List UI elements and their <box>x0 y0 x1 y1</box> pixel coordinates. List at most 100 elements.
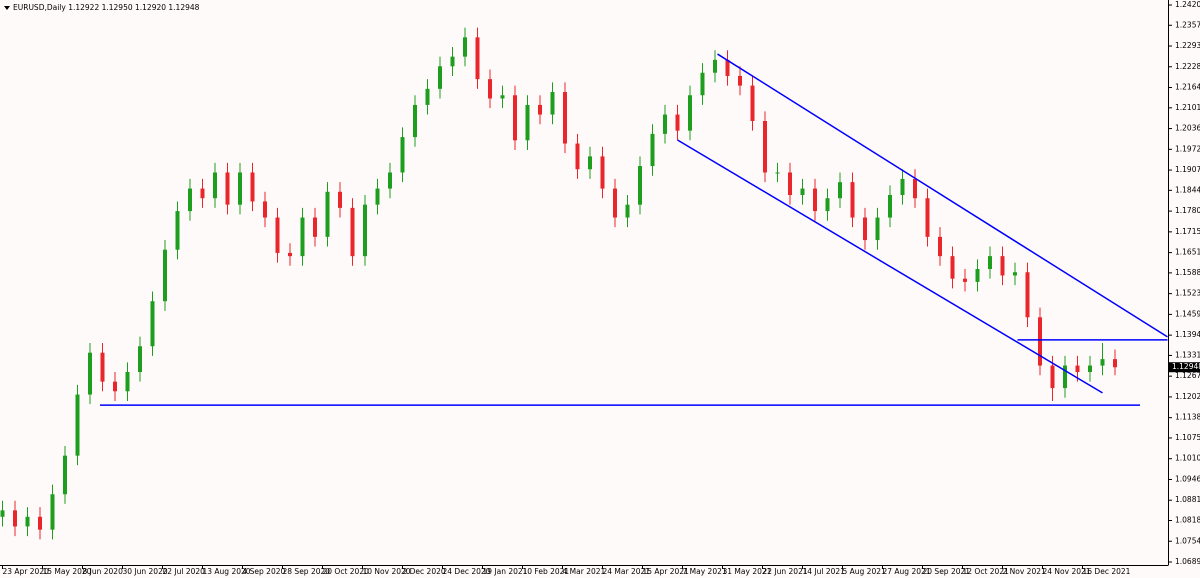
candle-body <box>588 156 592 170</box>
candle-body <box>950 256 955 279</box>
x-tick-label: 22 Jun 2021 <box>763 567 808 576</box>
candle-body <box>75 394 80 456</box>
x-tick-label: 15 May 2020 <box>43 567 92 576</box>
y-tick-label: 1.22930 <box>1175 41 1200 50</box>
candle-body <box>225 172 230 205</box>
candle-body <box>800 188 805 196</box>
candle-body <box>413 104 417 138</box>
y-tick-label: 1.19075 <box>1175 165 1200 174</box>
y-tick-label: 1.22285 <box>1175 62 1200 71</box>
y-tick-label: 1.24205 <box>1175 0 1200 9</box>
candle-body <box>1050 365 1055 389</box>
x-tick-label: 20 Oct 2020 <box>323 567 370 576</box>
candle-body <box>100 352 105 382</box>
x-tick-label: 7 May 2021 <box>683 567 727 576</box>
candle-body <box>625 204 630 218</box>
y-tick-label: 1.09460 <box>1175 474 1200 483</box>
candle-body <box>875 217 880 241</box>
candle-body <box>50 494 55 530</box>
candle-body <box>25 516 30 527</box>
candle-body <box>450 56 455 67</box>
y-tick-label: 1.18445 <box>1175 185 1200 194</box>
x-tick-label: 30 Jun 2020 <box>123 567 168 576</box>
candle-body <box>288 252 292 257</box>
candle-body <box>388 172 392 189</box>
candle-body <box>200 188 205 199</box>
candle-body <box>313 217 317 237</box>
candle-body <box>325 191 330 237</box>
candle-body <box>725 59 730 76</box>
x-tick-label: 8 Jun 2020 <box>83 567 124 576</box>
candle-body <box>563 92 567 144</box>
y-tick-label: 1.08815 <box>1175 495 1200 504</box>
candle-body <box>888 195 892 218</box>
candle-body <box>813 188 817 212</box>
x-tick-label: 15 Apr 2021 <box>643 567 690 576</box>
candle-body <box>788 172 792 196</box>
candle-body <box>1063 365 1067 389</box>
candle-body <box>525 104 530 141</box>
candle-body <box>438 66 442 89</box>
x-tick-label: 13 Aug 2020 <box>203 567 251 576</box>
x-tick-label: 12 Oct 2021 <box>963 567 1010 576</box>
candle-body <box>550 92 555 115</box>
candle-body <box>975 269 980 282</box>
candle-body <box>738 75 742 86</box>
candle-body <box>1000 256 1005 276</box>
candle-body <box>250 172 255 202</box>
candle-body <box>1038 317 1042 366</box>
y-tick-label: 1.06895 <box>1175 557 1200 566</box>
menu-arrow <box>4 6 10 10</box>
y-tick-label: 1.16510 <box>1175 248 1200 257</box>
y-tick-label: 1.17800 <box>1175 206 1200 215</box>
candle-body <box>375 188 380 205</box>
y-tick-label: 1.15235 <box>1175 289 1200 298</box>
candle-body <box>138 346 142 372</box>
x-tick-label: 28 Sep 2020 <box>283 567 331 576</box>
candle-body <box>925 198 930 237</box>
candle-body <box>688 95 692 131</box>
candle-body <box>400 137 405 173</box>
x-tick-label: 24 Nov 2021 <box>1043 567 1091 576</box>
x-tick-label: 24 Mar 2021 <box>603 567 651 576</box>
x-tick-label: 5 Aug 2021 <box>843 567 886 576</box>
candle-body <box>1013 272 1017 276</box>
candle-body <box>1075 365 1080 372</box>
candle-body <box>863 217 867 241</box>
candle-body <box>963 278 967 282</box>
candle-body <box>750 85 755 121</box>
x-tick-label: 20 Sep 2021 <box>923 567 971 576</box>
price-tag <box>1169 362 1200 373</box>
trend-line <box>677 139 1103 394</box>
candle-body <box>475 37 480 80</box>
y-tick-label: 1.10105 <box>1175 454 1200 463</box>
x-tick-label: 16 Dec 2021 <box>1083 567 1131 576</box>
candle-body <box>38 516 42 530</box>
candle-body <box>763 120 767 173</box>
candle-body <box>88 352 92 395</box>
candle-body <box>1088 365 1092 372</box>
candle-body <box>113 381 117 392</box>
y-tick-label: 1.20365 <box>1175 124 1200 133</box>
candle-body <box>838 182 842 199</box>
candle-body <box>163 249 167 302</box>
candle-body <box>825 198 830 212</box>
y-tick-label: 1.21010 <box>1175 103 1200 112</box>
candle-body <box>913 178 917 199</box>
y-tick-label: 1.10750 <box>1175 433 1200 442</box>
candle-body <box>500 95 505 99</box>
candle-body <box>488 79 492 99</box>
candle-body <box>125 371 130 392</box>
candle-body <box>238 172 242 205</box>
candle-body <box>1113 359 1117 368</box>
candle-body <box>575 143 580 170</box>
y-tick-label: 1.12025 <box>1175 392 1200 401</box>
candle-body <box>663 114 667 134</box>
candle-body <box>13 510 17 527</box>
candle-body <box>613 188 617 218</box>
x-tick-label: 4 Sep 2020 <box>243 567 286 576</box>
y-tick-label: 1.08185 <box>1175 515 1200 524</box>
x-tick-label: 2 Nov 2021 <box>1003 567 1046 576</box>
y-tick-label: 1.15880 <box>1175 268 1200 277</box>
